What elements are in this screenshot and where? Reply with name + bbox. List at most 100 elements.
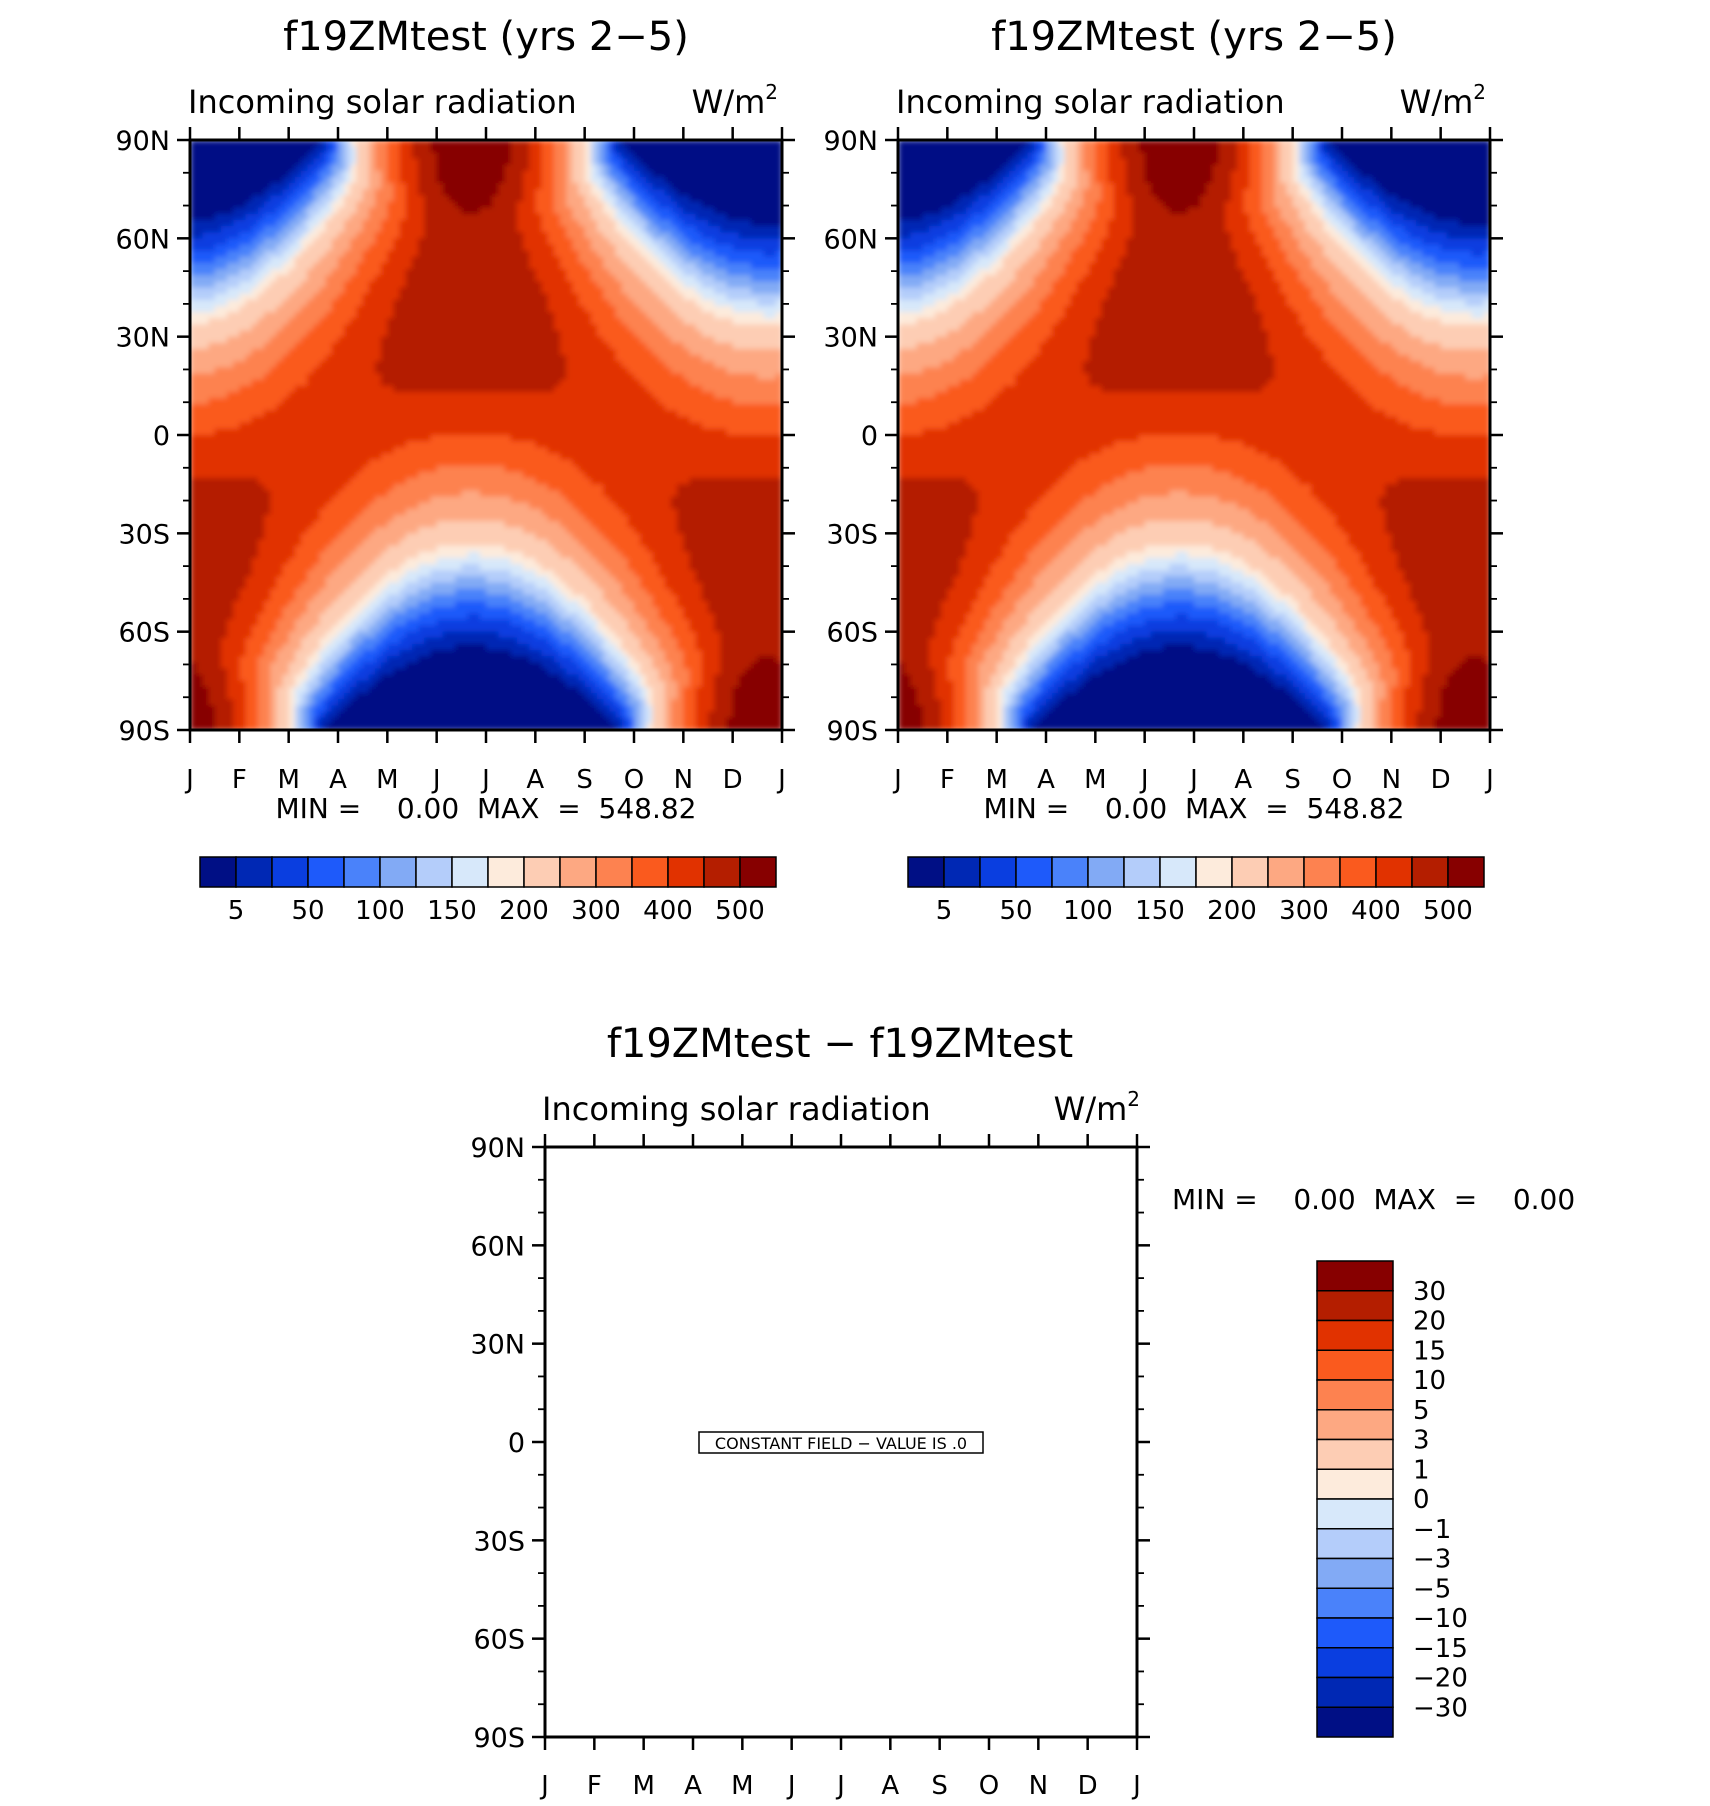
contour-cell (387, 428, 395, 436)
contour-cell (510, 146, 518, 153)
contour-cell (276, 244, 284, 252)
contour-cell (578, 238, 586, 246)
contour-cell (486, 422, 493, 430)
contour-cell (399, 361, 407, 368)
contour-cell (708, 158, 715, 166)
contour-cell (202, 404, 210, 412)
contour-cell (430, 256, 438, 264)
contour-cell (547, 269, 555, 276)
contour-cell (671, 391, 678, 399)
contour-cell (220, 305, 228, 313)
contour-cell (738, 244, 746, 252)
contour-cell (627, 453, 635, 461)
contour-cell (486, 176, 493, 184)
contour-cell (621, 398, 629, 405)
contour-cell (368, 342, 376, 350)
contour-cell (492, 201, 499, 209)
contour-cell (257, 275, 265, 282)
contour-cell (331, 201, 339, 209)
contour-cell (504, 152, 512, 160)
contour-cell (430, 379, 438, 387)
contour-cell (313, 275, 321, 282)
contour-cell (313, 305, 321, 313)
contour-cell (714, 140, 721, 147)
contour-cell (282, 275, 290, 282)
contour-cell (732, 269, 740, 276)
contour-cell (689, 293, 697, 301)
contour-cell (529, 201, 536, 209)
contour-cell (233, 453, 240, 461)
contour-cell (541, 244, 549, 252)
contour-cell (701, 447, 709, 455)
contour-cell (683, 256, 691, 264)
contour-cell (523, 318, 530, 325)
contour-cell (615, 226, 623, 233)
contour-cell (257, 164, 265, 172)
contour-cell (294, 435, 302, 442)
contour-cell (621, 219, 629, 227)
contour-cell (701, 170, 709, 178)
contour-cell (689, 367, 697, 375)
contour-cell (362, 195, 370, 203)
contour-cell (689, 428, 697, 436)
contour-cell (738, 330, 746, 338)
contour-cell (479, 183, 487, 190)
contour-cell (375, 164, 382, 172)
contour-cell (270, 195, 277, 203)
contour-cell (257, 330, 265, 338)
contour-cell (671, 195, 678, 203)
contour-cell (609, 281, 617, 289)
contour-cell (609, 269, 617, 276)
contour-cell (362, 422, 370, 430)
contour-cell (276, 305, 284, 313)
contour-cell (350, 447, 358, 455)
contour-cell (449, 275, 456, 282)
contour-cell (763, 435, 771, 442)
contour-cell (301, 158, 308, 166)
contour-cell (529, 305, 536, 313)
contour-cell (671, 410, 678, 418)
contour-cell (350, 183, 358, 190)
contour-cell (664, 201, 672, 209)
contour-cell (368, 324, 376, 332)
contour-cell (745, 226, 752, 233)
contour-cell (726, 312, 734, 319)
contour-cell (356, 453, 364, 461)
contour-cell (486, 232, 493, 239)
contour-cell (202, 305, 210, 313)
contour-cell (652, 176, 660, 184)
contour-cell (529, 416, 536, 424)
contour-cell (732, 140, 740, 147)
contour-cell (473, 385, 481, 393)
contour-cell (646, 183, 654, 190)
contour-cell (572, 435, 580, 442)
contour-cell (701, 262, 709, 270)
contour-cell (615, 195, 623, 203)
contour-cell (325, 213, 333, 221)
contour-cell (658, 435, 666, 442)
contour-cell (257, 201, 265, 209)
contour-cell (257, 140, 265, 147)
contour-cell (745, 213, 752, 221)
contour-cell (239, 140, 247, 147)
contour-cell (350, 256, 358, 264)
contour-cell (264, 428, 271, 436)
contour-cell (214, 416, 222, 424)
contour-cell (436, 176, 444, 184)
contour-cell (689, 330, 697, 338)
contour-cell (418, 176, 425, 184)
contour-cell (560, 219, 567, 227)
contour-cell (720, 398, 728, 405)
contour-cell (325, 441, 333, 448)
contour-cell (288, 183, 296, 190)
contour-cell (658, 428, 666, 436)
contour-cell (276, 355, 284, 362)
contour-cell (664, 170, 672, 178)
contour-cell (535, 158, 543, 166)
contour-cell (294, 195, 302, 203)
contour-cell (233, 262, 240, 270)
contour-cell (356, 170, 364, 178)
contour-cell (590, 269, 598, 276)
contour-cell (640, 453, 647, 461)
contour-cell (677, 361, 684, 368)
